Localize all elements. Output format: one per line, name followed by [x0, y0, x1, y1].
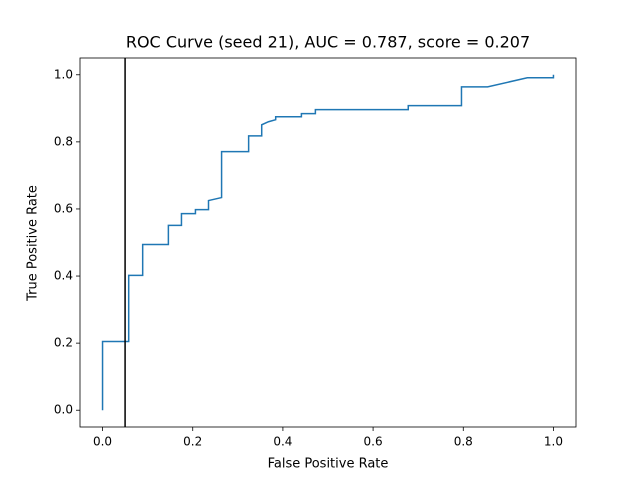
- x-axis-label: False Positive Rate: [268, 457, 389, 472]
- y-tick-label: 0.0: [54, 403, 73, 417]
- roc-line: [101, 74, 555, 411]
- y-tick-label: 1.0: [54, 67, 73, 81]
- y-tick-label: 0.4: [54, 269, 73, 283]
- x-tick-label: 0.2: [183, 435, 202, 449]
- plot-frame: [79, 57, 577, 428]
- y-tick-label: 0.2: [54, 336, 73, 350]
- x-tick-label: 0.0: [93, 435, 112, 449]
- chart-title: ROC Curve (seed 21), AUC = 0.787, score …: [126, 33, 530, 52]
- y-tick-label: 0.8: [54, 134, 73, 148]
- y-axis-label: True Positive Rate: [26, 185, 41, 302]
- x-tick-label: 0.8: [454, 435, 473, 449]
- x-tick-label: 1.0: [544, 435, 563, 449]
- y-tick-label: 0.6: [54, 201, 73, 215]
- x-tick-label: 0.4: [273, 435, 292, 449]
- x-tick-label: 0.6: [364, 435, 383, 449]
